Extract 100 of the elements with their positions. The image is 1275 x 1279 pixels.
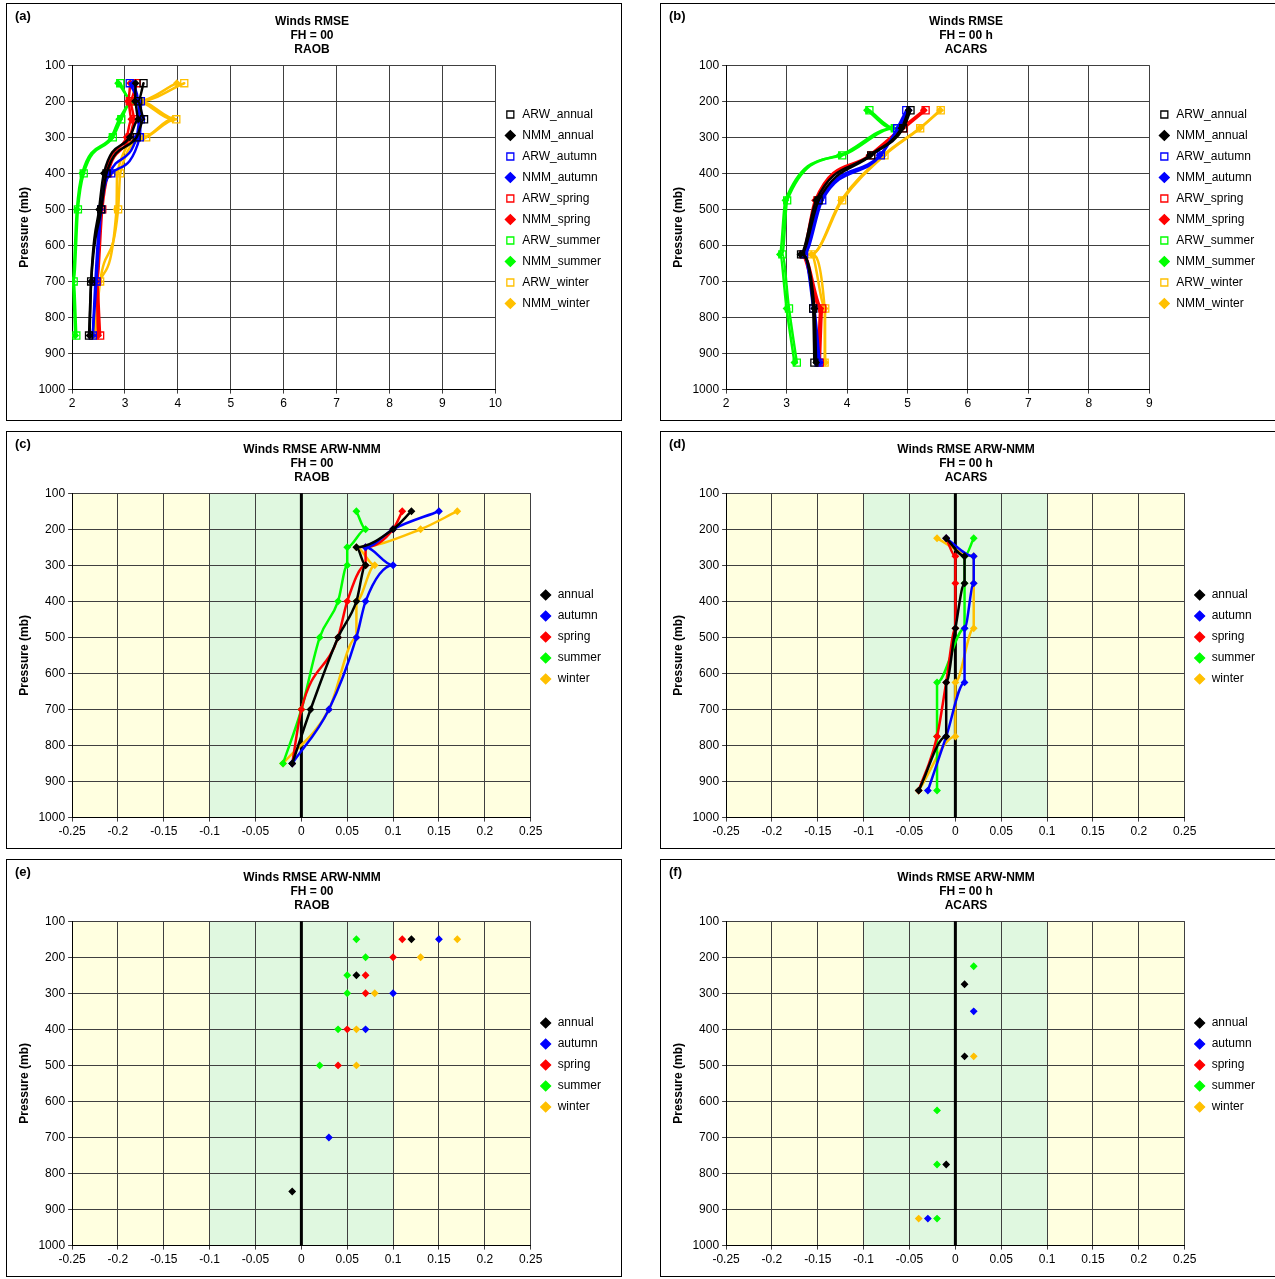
- legend-label: ARW_autumn: [1176, 148, 1251, 163]
- x-tick-label: 8: [386, 396, 394, 411]
- legend-label: NMM_spring: [522, 211, 591, 226]
- y-axis-title: Pressure (mb): [670, 1043, 685, 1124]
- legend-label: annual: [1211, 1015, 1248, 1030]
- legend-label: ARW_autumn: [522, 148, 597, 163]
- y-axis-title: Pressure (mb): [16, 187, 31, 268]
- x-tick-label: -0.15: [150, 824, 178, 839]
- y-tick-label: 900: [699, 1201, 720, 1216]
- x-tick-label: 0.1: [1038, 1252, 1056, 1267]
- y-tick-label: 500: [45, 629, 66, 644]
- legend-label: NMM_autumn: [1176, 169, 1252, 184]
- y-tick-label: 900: [699, 773, 720, 788]
- legend-label: spring: [557, 629, 591, 644]
- x-tick-label: -0.05: [241, 1252, 270, 1267]
- y-tick-label: 600: [699, 1093, 720, 1108]
- y-tick-label: 900: [45, 1201, 66, 1216]
- y-tick-label: 600: [699, 665, 720, 680]
- text: (b): [669, 8, 686, 24]
- y-tick-label: 600: [45, 237, 66, 252]
- y-tick-label: 700: [699, 1129, 720, 1144]
- x-tick-label: 3: [783, 396, 791, 411]
- legend-label: annual: [557, 1015, 594, 1030]
- x-tick-label: -0.1: [853, 824, 875, 839]
- y-tick-label: 100: [699, 913, 720, 928]
- legend-label: NMM_autumn: [522, 169, 598, 184]
- y-tick-label: 1000: [38, 381, 66, 396]
- y-tick-label: 1000: [692, 381, 720, 396]
- legend-label: winter: [1210, 671, 1244, 686]
- legend-label: spring: [557, 1057, 591, 1072]
- x-tick-label: 0.2: [1130, 824, 1148, 839]
- x-tick-label: -0.2: [107, 1252, 129, 1267]
- y-axis-title: Pressure (mb): [670, 615, 685, 696]
- x-tick-label: -0.15: [804, 824, 832, 839]
- y-tick-label: 800: [699, 309, 720, 324]
- x-tick-label: -0.1: [199, 1252, 221, 1267]
- y-tick-label: 200: [45, 521, 66, 536]
- y-tick-label: 700: [699, 701, 720, 716]
- x-tick-label: 0.05: [335, 824, 360, 839]
- x-tick-label: -0.15: [150, 1252, 178, 1267]
- y-tick-label: 800: [45, 1165, 66, 1180]
- x-tick-label: 0.05: [989, 1252, 1014, 1267]
- y-tick-label: 400: [699, 165, 720, 180]
- y-tick-label: 700: [45, 273, 66, 288]
- x-tick-label: -0.05: [895, 1252, 924, 1267]
- y-tick-label: 500: [699, 1057, 720, 1072]
- legend-label: summer: [557, 1078, 602, 1093]
- legend-label: ARW_summer: [522, 232, 601, 247]
- legend-label: summer: [557, 650, 602, 665]
- chart-title: Winds RMSE FH = 00 h ACARS: [929, 13, 1003, 57]
- y-tick-label: 100: [45, 485, 66, 500]
- y-tick-label: 700: [45, 1129, 66, 1144]
- x-tick-label: 0.2: [476, 1252, 494, 1267]
- x-tick-label: 5: [904, 396, 912, 411]
- y-tick-label: 900: [699, 345, 720, 360]
- x-tick-label: -0.1: [199, 824, 221, 839]
- x-tick-label: 4: [843, 396, 851, 411]
- legend-label: summer: [1211, 1078, 1256, 1093]
- y-tick-label: 200: [45, 949, 66, 964]
- legend-label: NMM_summer: [1176, 253, 1255, 268]
- y-tick-label: 300: [699, 129, 720, 144]
- y-tick-label: 1000: [38, 1237, 66, 1252]
- x-tick-label: 5: [227, 396, 235, 411]
- legend-label: ARW_annual: [1176, 106, 1247, 121]
- chart-title: Winds RMSE ARW-NMM FH = 00 RAOB: [243, 869, 381, 913]
- x-tick-label: 0.25: [518, 824, 543, 839]
- text: (f): [669, 864, 682, 880]
- text: (e): [15, 864, 31, 880]
- legend-label: autumn: [1211, 608, 1252, 623]
- x-tick-label: 0.2: [1130, 1252, 1148, 1267]
- y-tick-label: 300: [45, 129, 66, 144]
- x-tick-label: 2: [68, 396, 76, 411]
- chart-title: Winds RMSE ARW-NMM FH = 00 RAOB: [243, 441, 381, 485]
- text: (c): [15, 436, 31, 452]
- x-tick-label: 0: [298, 824, 306, 839]
- x-tick-label: -0.2: [761, 824, 783, 839]
- x-tick-label: 0: [952, 824, 960, 839]
- legend-label: autumn: [557, 1036, 598, 1051]
- x-tick-label: 0.15: [1081, 1252, 1105, 1267]
- x-tick-label: 10: [488, 396, 503, 411]
- x-tick-label: 4: [174, 396, 182, 411]
- y-tick-label: 500: [45, 201, 66, 216]
- x-tick-label: 7: [1025, 396, 1033, 411]
- legend-label: annual: [1211, 587, 1248, 602]
- legend-label: ARW_summer: [1176, 232, 1255, 247]
- y-tick-label: 100: [699, 485, 720, 500]
- x-tick-label: -0.2: [761, 1252, 783, 1267]
- y-tick-label: 600: [699, 237, 720, 252]
- y-tick-label: 600: [45, 665, 66, 680]
- y-tick-label: 900: [45, 773, 66, 788]
- legend-label: spring: [1211, 629, 1245, 644]
- x-tick-label: 0: [298, 1252, 306, 1267]
- x-tick-label: -0.25: [58, 824, 87, 839]
- legend-label: NMM_annual: [522, 127, 594, 142]
- x-tick-label: 3: [121, 396, 129, 411]
- x-tick-label: 9: [1145, 396, 1153, 411]
- legend-label: winter: [556, 671, 590, 686]
- legend-label: ARW_spring: [1176, 190, 1244, 205]
- y-tick-label: 100: [45, 57, 66, 72]
- legend-label: NMM_winter: [522, 295, 590, 310]
